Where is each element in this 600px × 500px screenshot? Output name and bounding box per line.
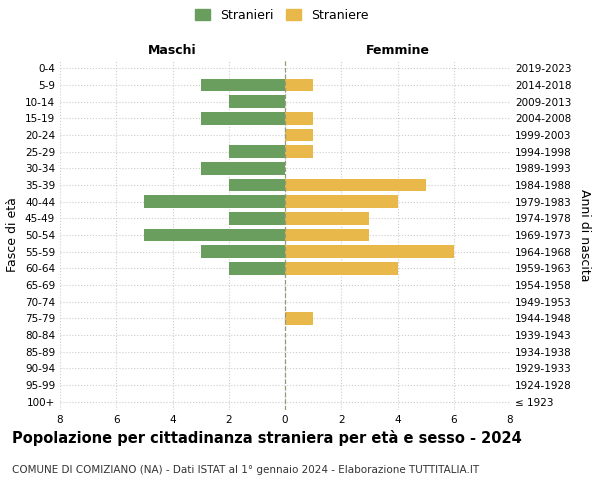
Bar xyxy=(285,212,370,224)
Text: Popolazione per cittadinanza straniera per età e sesso - 2024: Popolazione per cittadinanza straniera p… xyxy=(12,430,522,446)
Legend: Stranieri, Straniere: Stranieri, Straniere xyxy=(195,8,369,22)
Bar xyxy=(285,129,313,141)
Bar xyxy=(200,112,285,124)
Bar xyxy=(145,229,285,241)
Bar xyxy=(200,79,285,92)
Bar xyxy=(229,146,285,158)
Bar xyxy=(285,229,370,241)
Bar xyxy=(285,79,313,92)
Text: COMUNE DI COMIZIANO (NA) - Dati ISTAT al 1° gennaio 2024 - Elaborazione TUTTITAL: COMUNE DI COMIZIANO (NA) - Dati ISTAT al… xyxy=(12,465,479,475)
Bar xyxy=(200,246,285,258)
Bar xyxy=(200,162,285,174)
Bar xyxy=(285,312,313,324)
Text: Femmine: Femmine xyxy=(365,44,430,57)
Bar xyxy=(229,179,285,192)
Y-axis label: Fasce di età: Fasce di età xyxy=(7,198,19,272)
Y-axis label: Anni di nascita: Anni di nascita xyxy=(578,188,591,281)
Bar xyxy=(229,212,285,224)
Bar xyxy=(285,246,454,258)
Bar xyxy=(229,96,285,108)
Text: Maschi: Maschi xyxy=(148,44,197,57)
Bar xyxy=(145,196,285,208)
Bar xyxy=(285,112,313,124)
Bar xyxy=(285,146,313,158)
Bar xyxy=(285,262,398,274)
Bar xyxy=(285,196,398,208)
Bar xyxy=(285,179,425,192)
Bar xyxy=(229,262,285,274)
